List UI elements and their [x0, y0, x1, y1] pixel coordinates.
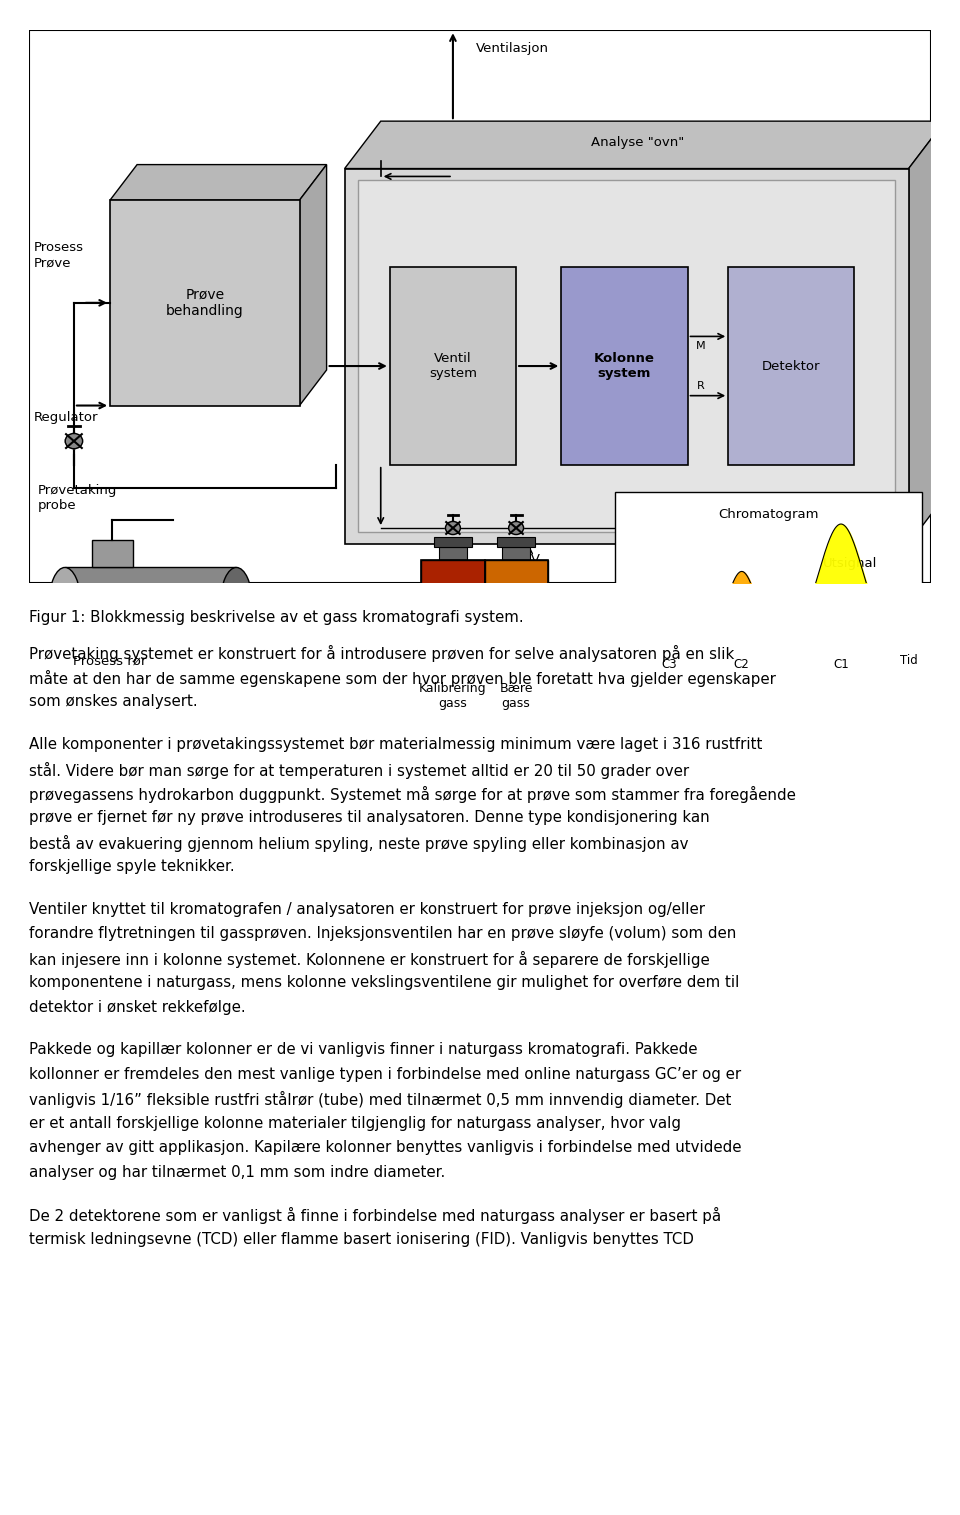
Bar — [497, 538, 535, 547]
Ellipse shape — [221, 568, 252, 639]
Bar — [485, 603, 547, 670]
Bar — [485, 561, 547, 603]
Bar — [439, 547, 467, 561]
Text: detektor i ønsket rekkefølge.: detektor i ønsket rekkefølge. — [29, 1000, 246, 1015]
Text: er et antall forskjellige kolonne materialer tilgjenglig for naturgass analyser,: er et antall forskjellige kolonne materi… — [29, 1115, 681, 1130]
Text: Tid: Tid — [900, 654, 918, 668]
Text: C3: C3 — [661, 659, 678, 671]
Bar — [390, 267, 516, 465]
Text: Ventilasjon: Ventilasjon — [475, 42, 548, 55]
Text: prøvegassens hydrokarbon duggpunkt. Systemet må sørge for at prøve som stammer f: prøvegassens hydrokarbon duggpunkt. Syst… — [29, 786, 796, 803]
Bar — [92, 539, 132, 568]
Text: Ventil
system: Ventil system — [429, 351, 477, 380]
Polygon shape — [908, 121, 945, 544]
Polygon shape — [300, 165, 326, 406]
Text: Analyse "ovn": Analyse "ovn" — [590, 136, 684, 148]
Text: Chromatogram: Chromatogram — [718, 508, 819, 521]
Text: vanligvis 1/16” fleksible rustfri stålrør (tube) med tilnærmet 0,5 mm innvendig : vanligvis 1/16” fleksible rustfri stålrø… — [29, 1091, 732, 1109]
Circle shape — [509, 521, 523, 535]
Bar — [421, 561, 485, 670]
Bar — [615, 492, 923, 670]
Text: Figur 1: Blokkmessig beskrivelse av et gass kromatografi system.: Figur 1: Blokkmessig beskrivelse av et g… — [29, 611, 523, 626]
Text: Prøve
behandling: Prøve behandling — [166, 288, 244, 318]
Text: C1: C1 — [833, 659, 849, 671]
Text: Ventiler knyttet til kromatografen / analysatoren er konstruert for prøve injeks: Ventiler knyttet til kromatografen / ana… — [29, 901, 705, 917]
Text: termisk ledningsevne (TCD) eller flamme basert ionisering (FID). Vanligvis benyt: termisk ledningsevne (TCD) eller flamme … — [29, 1232, 694, 1247]
Bar — [421, 603, 485, 670]
Text: stål. Videre bør man sørge for at temperaturen i systemet alltid er 20 til 50 gr: stål. Videre bør man sørge for at temper… — [29, 762, 689, 779]
Text: Pakkede og kapillær kolonner er de vi vanligvis finner i naturgass kromatografi.: Pakkede og kapillær kolonner er de vi va… — [29, 1042, 697, 1057]
Text: Prosess
Prøve: Prosess Prøve — [34, 241, 84, 270]
Text: R: R — [697, 380, 705, 391]
Text: Utsignal: Utsignal — [823, 558, 877, 570]
Bar — [345, 168, 908, 544]
Text: M: M — [696, 341, 706, 351]
Text: kollonner er fremdeles den mest vanlige typen i forbindelse med online naturgass: kollonner er fremdeles den mest vanlige … — [29, 1067, 741, 1082]
Bar — [485, 561, 547, 670]
Bar — [65, 568, 236, 639]
Bar — [434, 538, 472, 547]
Text: mV: mV — [518, 553, 540, 567]
Text: kan injesere inn i kolonne systemet. Kolonnene er konstruert for å separere de f: kan injesere inn i kolonne systemet. Kol… — [29, 951, 709, 968]
Text: Prøvetaking systemet er konstruert for å introdusere prøven for selve analysator: Prøvetaking systemet er konstruert for å… — [29, 645, 734, 662]
Bar — [728, 267, 854, 465]
Text: Regulator: Regulator — [34, 411, 98, 424]
Text: avhenger av gitt applikasjon. Kapilære kolonner benyttes vanligvis i forbindelse: avhenger av gitt applikasjon. Kapilære k… — [29, 1141, 741, 1154]
Text: C2: C2 — [733, 659, 750, 671]
Text: Bære
gass: Bære gass — [499, 682, 533, 711]
Bar — [110, 200, 300, 406]
Text: De 2 detektorene som er vanligst å finne i forbindelse med naturgass analyser er: De 2 detektorene som er vanligst å finne… — [29, 1207, 721, 1224]
Text: analyser og har tilnærmet 0,1 mm som indre diameter.: analyser og har tilnærmet 0,1 mm som ind… — [29, 1165, 445, 1180]
Text: prøve er fjernet før ny prøve introduseres til analysatoren. Denne type kondisjo: prøve er fjernet før ny prøve introduser… — [29, 811, 709, 826]
Polygon shape — [345, 121, 945, 168]
Bar — [358, 180, 895, 532]
Text: komponentene i naturgass, mens kolonne vekslingsventilene gir mulighet for overf: komponentene i naturgass, mens kolonne v… — [29, 976, 739, 991]
Text: måte at den har de samme egenskapene som der hvor prøven ble foretatt hva gjelde: måte at den har de samme egenskapene som… — [29, 670, 776, 686]
Circle shape — [445, 521, 461, 535]
Text: Detektor: Detektor — [762, 359, 821, 373]
Text: forskjellige spyle teknikker.: forskjellige spyle teknikker. — [29, 859, 234, 874]
Text: forandre flytretningen til gassprøven. Injeksjonsventilen har en prøve sløyfe (v: forandre flytretningen til gassprøven. I… — [29, 926, 736, 941]
Text: Kolonne
system: Kolonne system — [594, 351, 655, 380]
Ellipse shape — [49, 568, 81, 639]
Circle shape — [65, 433, 83, 448]
Text: Prøvetaking
probe: Prøvetaking probe — [37, 485, 117, 512]
Bar — [502, 547, 530, 561]
Polygon shape — [110, 165, 326, 200]
Bar — [421, 561, 485, 603]
Bar — [562, 267, 687, 465]
Text: som ønskes analysert.: som ønskes analysert. — [29, 694, 198, 709]
Text: Prosess rør: Prosess rør — [73, 654, 147, 668]
Text: Kalibrering
gass: Kalibrering gass — [420, 682, 487, 711]
Text: bestå av evakuering gjennom helium spyling, neste prøve spyling eller kombinasjo: bestå av evakuering gjennom helium spyli… — [29, 835, 688, 851]
Text: Alle komponenter i prøvetakingssystemet bør materialmessig minimum være laget i : Alle komponenter i prøvetakingssystemet … — [29, 738, 762, 751]
